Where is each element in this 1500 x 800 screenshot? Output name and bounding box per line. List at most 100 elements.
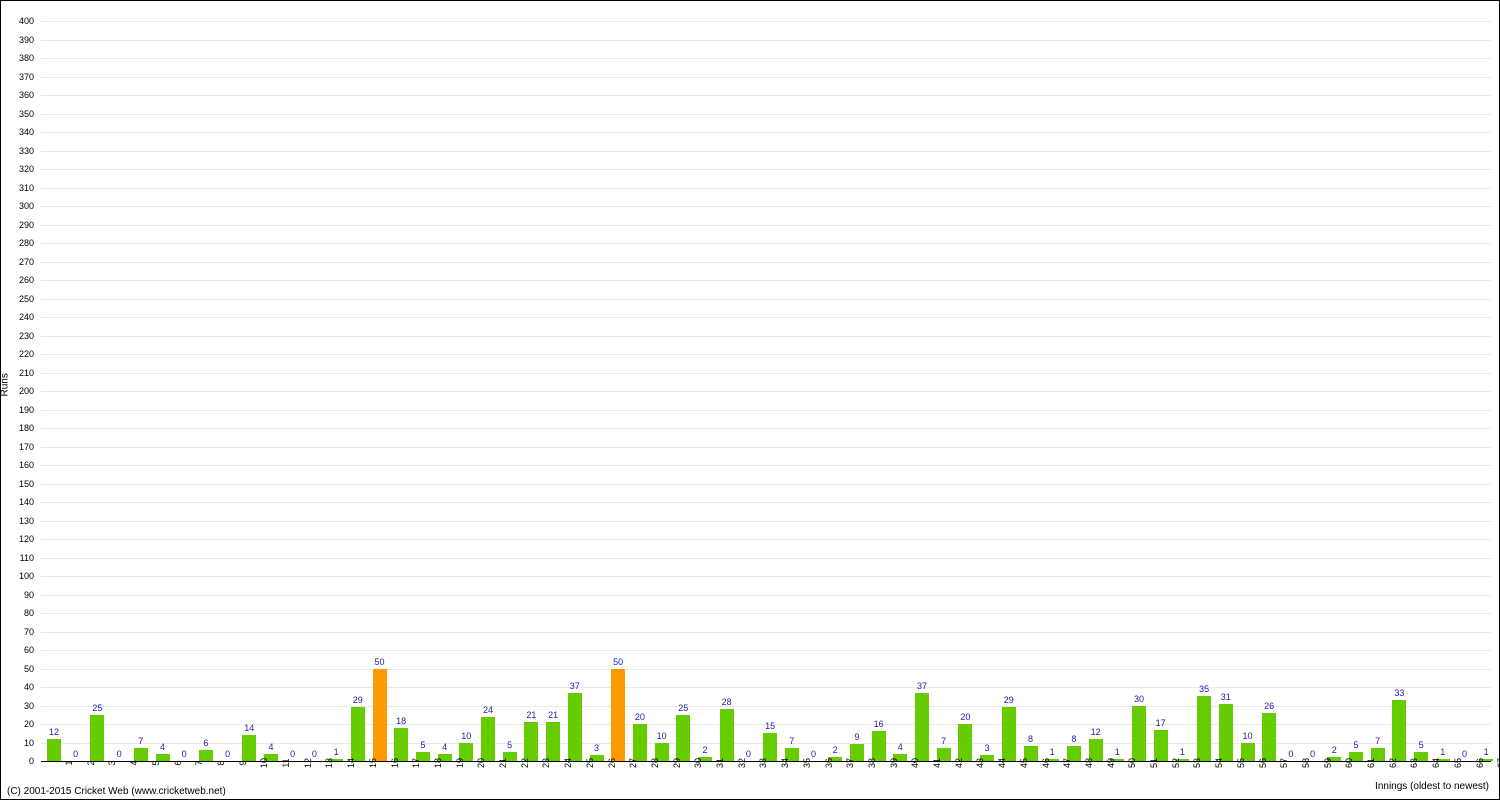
x-tick-label: 45: [1009, 758, 1029, 768]
gridline: [41, 687, 1491, 688]
gridline: [41, 632, 1491, 633]
gridline: [41, 428, 1491, 429]
x-tick-label: 18: [423, 758, 443, 768]
bar: [611, 669, 625, 762]
gridline: [41, 188, 1491, 189]
x-tick-label: 56: [1248, 758, 1268, 768]
y-tick-label: 100: [4, 571, 34, 581]
bar-value-label: 2: [1332, 745, 1337, 755]
x-tick-label: 20: [466, 758, 486, 768]
y-tick-label: 50: [4, 664, 34, 674]
gridline: [41, 650, 1491, 651]
x-tick-label: 27: [618, 758, 638, 768]
bar-value-label: 0: [117, 749, 122, 759]
x-tick-label: 15: [358, 758, 378, 768]
bar-value-label: 7: [941, 736, 946, 746]
gridline: [41, 539, 1491, 540]
bar: [1219, 704, 1233, 761]
gridline: [41, 280, 1491, 281]
y-tick-label: 80: [4, 608, 34, 618]
y-tick-label: 330: [4, 146, 34, 156]
bar-value-label: 29: [1004, 695, 1014, 705]
bar: [1132, 706, 1146, 762]
bar: [546, 722, 560, 761]
gridline: [41, 447, 1491, 448]
gridline: [41, 21, 1491, 22]
bar-value-label: 5: [1419, 740, 1424, 750]
y-tick-label: 350: [4, 109, 34, 119]
y-tick-label: 300: [4, 201, 34, 211]
gridline: [41, 262, 1491, 263]
bar: [199, 750, 213, 761]
x-tick-label: 9: [228, 760, 248, 765]
x-tick-label: 4: [119, 760, 139, 765]
bar-value-label: 4: [160, 742, 165, 752]
bar: [1154, 730, 1168, 761]
x-tick-label: 6: [163, 760, 183, 765]
bar: [481, 717, 495, 761]
runs-bar-chart: Runs 01020304050607080901001101201301401…: [0, 0, 1500, 800]
bar-value-label: 4: [898, 742, 903, 752]
x-tick-label: 57: [1269, 758, 1289, 768]
y-tick-label: 90: [4, 590, 34, 600]
bar-value-label: 2: [702, 745, 707, 755]
x-tick-label: 12: [293, 758, 313, 768]
gridline: [41, 391, 1491, 392]
gridline: [41, 373, 1491, 374]
y-tick-label: 20: [4, 719, 34, 729]
x-tick-label: 43: [965, 758, 985, 768]
x-tick-label: 63: [1399, 758, 1419, 768]
x-tick-label: 37: [835, 758, 855, 768]
y-tick-label: 240: [4, 312, 34, 322]
bar-value-label: 30: [1134, 694, 1144, 704]
bar-value-label: 3: [594, 743, 599, 753]
bar-value-label: 10: [1242, 731, 1252, 741]
x-tick-label: 26: [597, 758, 617, 768]
bar-value-label: 0: [225, 749, 230, 759]
gridline: [41, 484, 1491, 485]
x-tick-label: 44: [987, 758, 1007, 768]
gridline: [41, 669, 1491, 670]
y-tick-label: 140: [4, 497, 34, 507]
bar: [1197, 696, 1211, 761]
bar: [373, 669, 387, 762]
x-tick-label: 10: [249, 758, 269, 768]
gridline: [41, 206, 1491, 207]
bar-value-label: 7: [138, 736, 143, 746]
bar-value-label: 6: [203, 738, 208, 748]
x-tick-label: 13: [314, 758, 334, 768]
y-tick-label: 10: [4, 738, 34, 748]
y-tick-label: 40: [4, 682, 34, 692]
gridline: [41, 151, 1491, 152]
gridline: [41, 225, 1491, 226]
y-tick-label: 250: [4, 294, 34, 304]
bar-value-label: 25: [678, 703, 688, 713]
bar-value-label: 5: [1353, 740, 1358, 750]
y-tick-label: 340: [4, 127, 34, 137]
bar-value-label: 17: [1156, 718, 1166, 728]
bar: [915, 693, 929, 761]
bar-value-label: 12: [49, 727, 59, 737]
y-tick-label: 290: [4, 220, 34, 230]
y-tick-label: 230: [4, 331, 34, 341]
x-tick-label: 28: [640, 758, 660, 768]
x-tick-label: 3: [97, 760, 117, 765]
bar: [676, 715, 690, 761]
x-tick-label: 51: [1139, 758, 1159, 768]
bar-value-label: 18: [396, 716, 406, 726]
y-tick-label: 30: [4, 701, 34, 711]
x-tick-label: 24: [553, 758, 573, 768]
bar-value-label: 24: [483, 705, 493, 715]
gridline: [41, 299, 1491, 300]
gridline: [41, 95, 1491, 96]
bar: [763, 733, 777, 761]
bar-value-label: 4: [268, 742, 273, 752]
x-tick-label: 66: [1465, 758, 1485, 768]
x-tick-label: 61: [1356, 758, 1376, 768]
x-tick-label: 25: [575, 758, 595, 768]
y-tick-label: 210: [4, 368, 34, 378]
x-tick-label: 39: [879, 758, 899, 768]
bar-value-label: 29: [353, 695, 363, 705]
x-tick-label: 33: [748, 758, 768, 768]
gridline: [41, 243, 1491, 244]
